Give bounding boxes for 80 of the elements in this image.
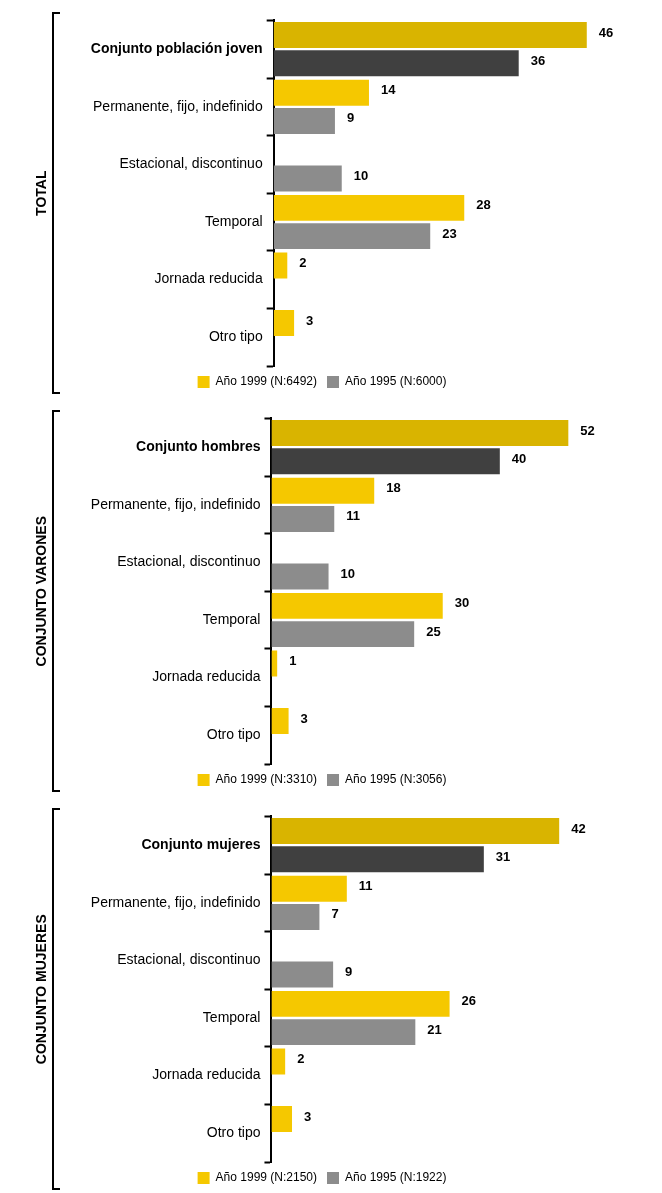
- y-tick-label: Permanente, fijo, indefinido: [93, 97, 263, 114]
- data-label: 3: [300, 710, 308, 726]
- data-label: 3: [304, 1108, 312, 1124]
- bar: [271, 1019, 416, 1046]
- data-label: 7: [331, 906, 339, 922]
- legend-label: Año 1999 (N:3310): [215, 772, 317, 787]
- y-tick-label: Jornada reducida: [152, 1066, 261, 1083]
- data-label: 9: [346, 110, 355, 126]
- bar: [271, 961, 334, 988]
- data-label: 52: [580, 422, 595, 438]
- data-label: 9: [345, 964, 353, 980]
- data-label: 2: [299, 255, 307, 271]
- bar: [273, 50, 519, 77]
- data-label: 11: [358, 878, 373, 894]
- y-tick-label: Estacional, discontinuo: [117, 951, 261, 968]
- bar: [271, 818, 560, 845]
- data-label: 28: [476, 197, 491, 213]
- y-tick-label: Temporal: [202, 1008, 261, 1025]
- bar: [271, 1048, 286, 1075]
- y-tick-label: Otro tipo: [206, 1124, 261, 1141]
- bar: [271, 505, 335, 532]
- bar: [273, 107, 335, 134]
- bar: [271, 1106, 293, 1133]
- bar: [271, 563, 329, 590]
- data-label: 23: [442, 225, 457, 241]
- bar: [271, 420, 569, 447]
- y-tick-label: Permanente, fijo, indefinido: [90, 893, 261, 910]
- y-tick-label: Temporal: [202, 610, 261, 627]
- legend-label: Año 1995 (N:3056): [345, 772, 447, 787]
- data-label: 21: [427, 1021, 442, 1037]
- data-label: 10: [340, 566, 356, 582]
- y-tick-label: Conjunto hombres: [136, 438, 261, 455]
- legend-label: Año 1995 (N:6000): [345, 374, 447, 389]
- bar: [273, 22, 587, 49]
- data-label: 14: [380, 82, 397, 98]
- data-label: 31: [495, 848, 511, 864]
- bar: [273, 310, 295, 337]
- bar: [271, 448, 500, 475]
- data-label: 2: [297, 1051, 305, 1067]
- y-axis-title: CONJUNTO MUJERES: [33, 914, 50, 1065]
- legend-label: Año 1999 (N:2150): [215, 1170, 317, 1185]
- data-label: 40: [511, 450, 527, 466]
- bar: [271, 621, 415, 648]
- data-label: 1: [289, 653, 297, 669]
- y-axis-title: TOTAL: [33, 170, 50, 216]
- data-label: 26: [461, 993, 477, 1009]
- y-tick-label: Estacional, discontinuo: [119, 155, 263, 172]
- data-label: 11: [346, 508, 361, 524]
- y-tick-label: Otro tipo: [206, 726, 261, 743]
- bar: [273, 194, 465, 221]
- y-tick-label: Jornada reducida: [154, 270, 263, 287]
- bar: [271, 846, 484, 873]
- data-label: 25: [426, 623, 441, 639]
- y-tick-label: Otro tipo: [208, 328, 263, 345]
- y-tick-label: Conjunto mujeres: [141, 836, 261, 853]
- legend-label: Año 1999 (N:6492): [215, 374, 317, 389]
- bar: [271, 875, 347, 902]
- y-tick-label: Temporal: [205, 212, 263, 229]
- bar: [271, 708, 289, 735]
- y-tick-label: Permanente, fijo, indefinido: [90, 495, 261, 512]
- legend-label: Año 1995 (N:1922): [345, 1170, 447, 1185]
- y-tick-label: Conjunto población joven: [90, 40, 263, 57]
- data-label: 36: [530, 52, 546, 68]
- y-tick-label: Estacional, discontinuo: [117, 553, 261, 570]
- y-axis-title: CONJUNTO VARONES: [33, 516, 50, 667]
- data-label: 3: [306, 312, 314, 328]
- data-label: 10: [353, 168, 369, 184]
- bar: [271, 903, 320, 930]
- bar: [271, 990, 450, 1017]
- bar: [273, 165, 342, 192]
- bar: [273, 79, 369, 106]
- data-label: 46: [598, 24, 614, 40]
- data-label: 18: [386, 480, 401, 496]
- bar: [273, 223, 431, 250]
- data-label: 30: [454, 595, 470, 611]
- bar: [273, 252, 288, 279]
- bar: [271, 592, 443, 619]
- y-tick-label: Jornada reducida: [152, 668, 261, 685]
- data-label: 42: [571, 820, 586, 836]
- bar: [271, 477, 375, 504]
